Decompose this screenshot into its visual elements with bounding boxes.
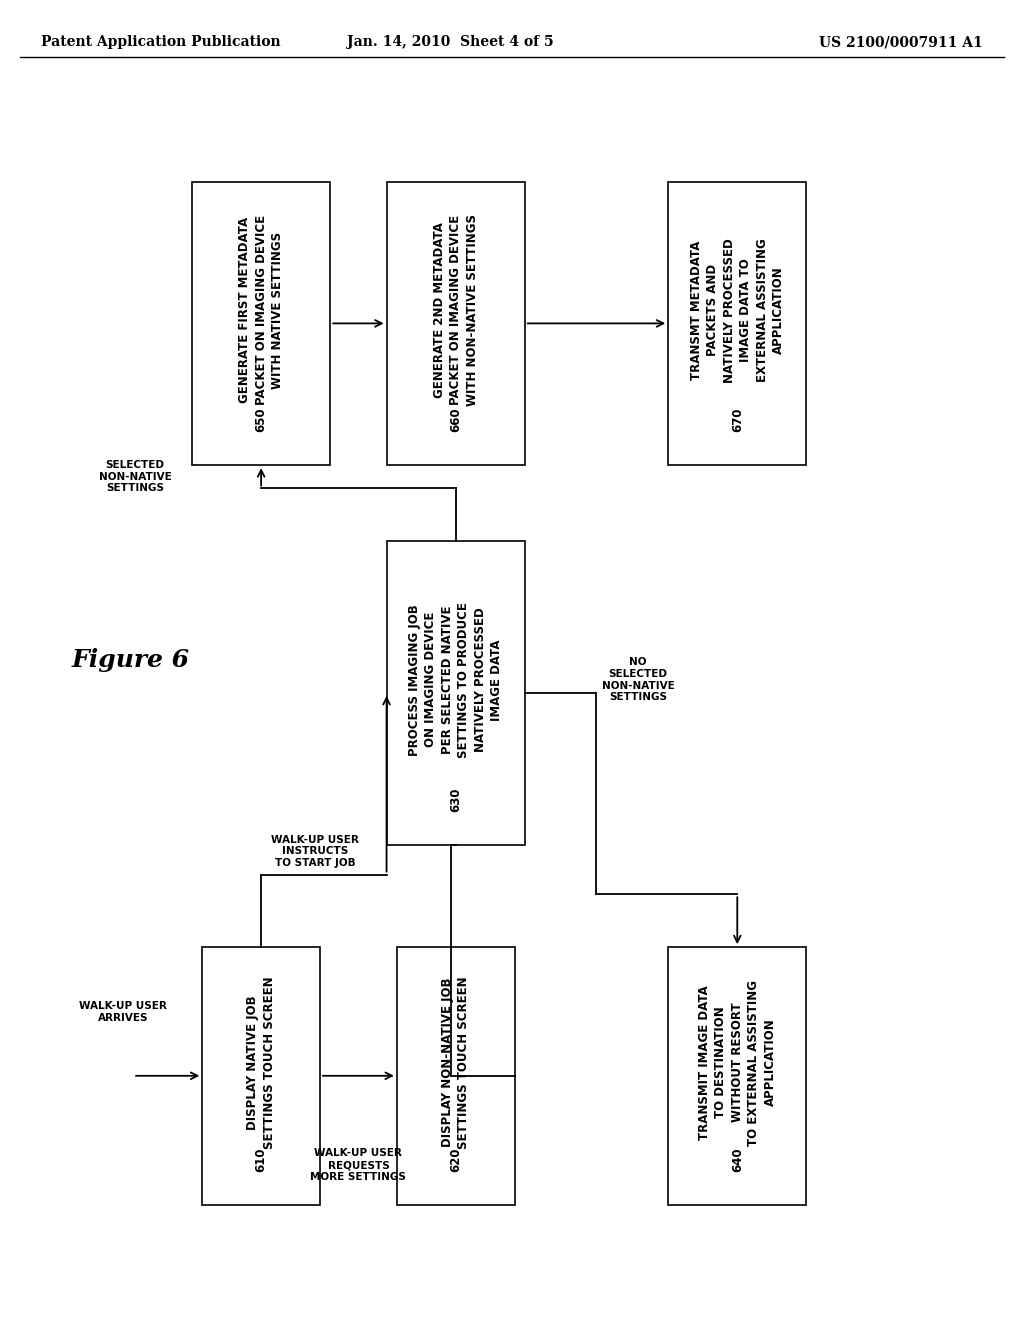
Text: 650: 650: [255, 408, 267, 433]
Text: WALK-UP USER
ARRIVES: WALK-UP USER ARRIVES: [79, 1002, 167, 1023]
Bar: [397, 948, 515, 1204]
Text: US 2100/0007911 A1: US 2100/0007911 A1: [819, 36, 983, 49]
Text: SELECTED
NON-NATIVE
SETTINGS: SELECTED NON-NATIVE SETTINGS: [98, 461, 172, 494]
Text: NO
SELECTED
NON-NATIVE
SETTINGS: NO SELECTED NON-NATIVE SETTINGS: [602, 657, 675, 702]
Text: 610: 610: [255, 1147, 267, 1172]
Bar: [203, 948, 319, 1204]
Text: DISPLAY NATIVE JOB
SETTINGS TOUCH SCREEN: DISPLAY NATIVE JOB SETTINGS TOUCH SCREEN: [247, 977, 275, 1148]
Bar: [668, 948, 807, 1204]
Text: PROCESS IMAGING JOB
ON IMAGING DEVICE
PER SELECTED NATIVE
SETTINGS TO PRODUCE
NA: PROCESS IMAGING JOB ON IMAGING DEVICE PE…: [408, 602, 504, 758]
Text: DISPLAY NON-NATIVE JOB
SETTINGS TOUCH SCREEN: DISPLAY NON-NATIVE JOB SETTINGS TOUCH SC…: [441, 977, 470, 1148]
Text: 630: 630: [450, 787, 462, 812]
Text: TRANSMIT IMAGE DATA
TO DESTINATION
WITHOUT RESORT
TO EXTERNAL ASSISTING
APPLICAT: TRANSMIT IMAGE DATA TO DESTINATION WITHO…: [697, 979, 777, 1146]
Text: 640: 640: [731, 1147, 743, 1172]
Bar: [387, 181, 524, 466]
Text: GENERATE 2ND METADATA
PACKET ON IMAGING DEVICE
WITH NON-NATIVE SETTINGS: GENERATE 2ND METADATA PACKET ON IMAGING …: [433, 214, 478, 407]
Bar: [193, 181, 330, 466]
Text: 620: 620: [450, 1147, 462, 1172]
Text: WALK-UP USER
REQUESTS
MORE SETTINGS: WALK-UP USER REQUESTS MORE SETTINGS: [310, 1148, 407, 1181]
Bar: [668, 181, 807, 466]
Text: 670: 670: [731, 408, 743, 433]
Text: 660: 660: [450, 408, 462, 433]
Text: Patent Application Publication: Patent Application Publication: [41, 36, 281, 49]
Text: Figure 6: Figure 6: [72, 648, 189, 672]
Text: Jan. 14, 2010  Sheet 4 of 5: Jan. 14, 2010 Sheet 4 of 5: [347, 36, 554, 49]
Text: TRANSMT METADATA
PACKETS AND
NATIVELY PROCESSED
IMAGE DATA TO
EXTERNAL ASSISTING: TRANSMT METADATA PACKETS AND NATIVELY PR…: [689, 238, 785, 383]
Bar: [387, 541, 524, 845]
Text: WALK-UP USER
INSTRUCTS
TO START JOB: WALK-UP USER INSTRUCTS TO START JOB: [271, 834, 359, 869]
Text: GENERATE FIRST METADATA
PACKET ON IMAGING DEVICE
WITH NATIVE SETTINGS: GENERATE FIRST METADATA PACKET ON IMAGIN…: [239, 215, 284, 405]
